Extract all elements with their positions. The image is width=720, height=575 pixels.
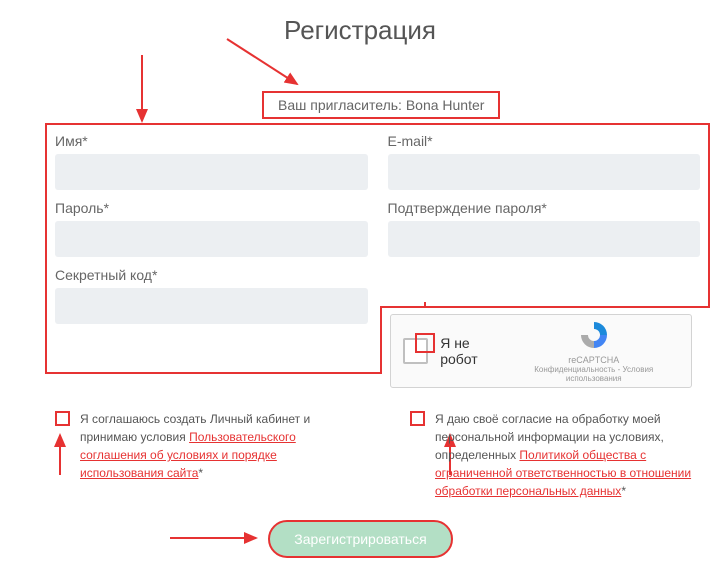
consent-terms-suffix: *: [198, 466, 203, 480]
annotation-arrow-icon: [168, 528, 263, 548]
consent-privacy-suffix: *: [621, 484, 626, 498]
password-confirm-label: Подтверждение пароля*: [388, 200, 701, 216]
inviter-name: Bona Hunter: [406, 97, 485, 113]
email-label: E-mail*: [388, 133, 701, 149]
page-title: Регистрация: [0, 15, 720, 46]
email-field-group: E-mail*: [388, 133, 701, 190]
email-input[interactable]: [388, 154, 701, 190]
password-field-group: Пароль*: [55, 200, 368, 257]
recaptcha-legal-text: Конфиденциальность - Условия использован…: [508, 365, 679, 383]
consent-terms: Я соглашаюсь создать Личный кабинет и пр…: [55, 410, 345, 500]
name-field-group: Имя*: [55, 133, 368, 190]
annotation-arrow-icon: [132, 53, 152, 128]
recaptcha-widget: Я не робот reCAPTCHA Конфиденциальность …: [390, 314, 692, 388]
registration-form: Имя* E-mail* Пароль* Подтверждение парол…: [55, 133, 700, 324]
consent-terms-checkbox[interactable]: [55, 411, 70, 426]
secret-code-label: Секретный код*: [55, 267, 368, 283]
consent-privacy: Я даю своё согласие на обработку моей пе…: [410, 410, 700, 500]
recaptcha-logo-icon: [578, 319, 610, 351]
name-input[interactable]: [55, 154, 368, 190]
password-input[interactable]: [55, 221, 368, 257]
secret-code-input[interactable]: [55, 288, 368, 324]
secret-code-field-group: Секретный код*: [55, 267, 368, 324]
recaptcha-label: Я не робот: [440, 335, 508, 367]
password-confirm-input[interactable]: [388, 221, 701, 257]
recaptcha-brand: reCAPTCHA Конфиденциальность - Условия и…: [508, 319, 679, 383]
recaptcha-checkbox[interactable]: [403, 338, 428, 364]
consent-privacy-text: Я даю своё согласие на обработку моей пе…: [435, 410, 700, 500]
inviter-prefix: Ваш пригласитель:: [278, 97, 406, 113]
consent-privacy-checkbox[interactable]: [410, 411, 425, 426]
consent-row: Я соглашаюсь создать Личный кабинет и пр…: [55, 410, 700, 500]
inviter-box: Ваш пригласитель: Bona Hunter: [262, 91, 500, 119]
name-label: Имя*: [55, 133, 368, 149]
consent-terms-text: Я соглашаюсь создать Личный кабинет и пр…: [80, 410, 345, 500]
register-button[interactable]: Зарегистрироваться: [268, 520, 453, 558]
password-label: Пароль*: [55, 200, 368, 216]
recaptcha-brand-text: reCAPTCHA: [508, 355, 679, 365]
password-confirm-field-group: Подтверждение пароля*: [388, 200, 701, 257]
